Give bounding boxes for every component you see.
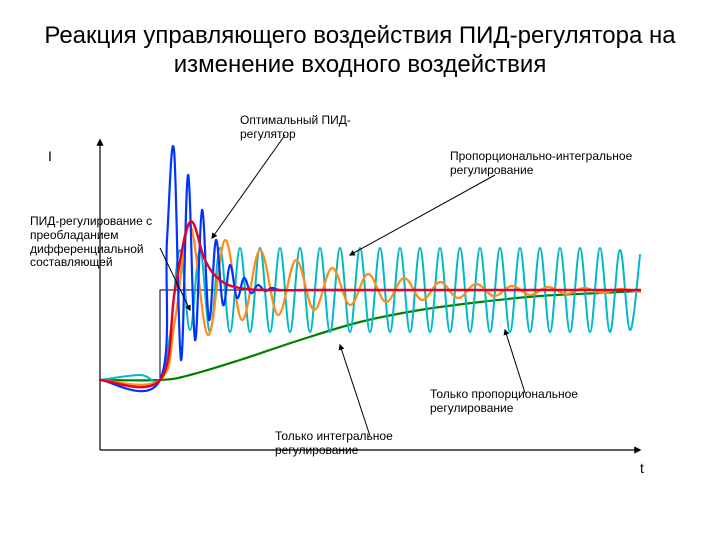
- annotation-p-only: Только пропорциональное регулирование: [430, 388, 630, 416]
- pointer-p_only: [505, 330, 525, 393]
- y-axis-label: I: [48, 148, 52, 164]
- annotation-optimal-pid: Оптимальный ПИД-регулятор: [240, 114, 390, 142]
- x-axis-label: t: [640, 460, 644, 476]
- annotation-pi: Пропорционально-интегральное регулирован…: [450, 150, 670, 178]
- pointer-optimal: [212, 135, 285, 238]
- pointer-pi: [350, 175, 495, 255]
- chart-title: Реакция управляющего воздействия ПИД-рег…: [30, 22, 690, 80]
- chart-area: I t Оптимальный ПИД-регулятор Пропорцион…: [40, 120, 680, 490]
- annotation-i-only: Только интегральное регулирование: [275, 430, 455, 458]
- annotation-pid-diff: ПИД-регулирование с преобладанием диффер…: [30, 215, 190, 270]
- series-setpoint: [100, 290, 640, 380]
- series-i_only: [100, 291, 640, 380]
- pointer-i_only: [340, 345, 370, 436]
- slide: Реакция управляющего воздействия ПИД-рег…: [0, 0, 720, 540]
